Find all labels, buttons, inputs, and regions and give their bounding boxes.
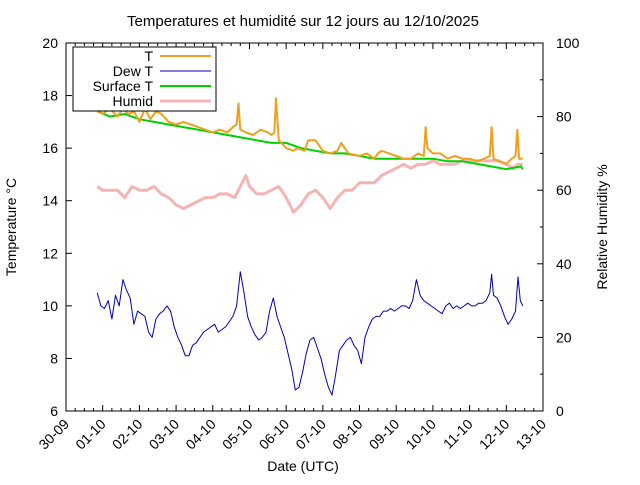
y-tick-label: 6 (50, 403, 58, 419)
x-tick-label: 11-10 (440, 416, 476, 452)
x-tick-label: 30-09 (35, 416, 72, 453)
x-tick-label: 01-10 (72, 416, 109, 453)
y-tick-label: 20 (42, 35, 58, 51)
series-line-dew-t (96, 271, 524, 396)
x-tick-label: 04-10 (182, 416, 219, 453)
y2-tick-label: 100 (556, 35, 580, 51)
legend-label-surface-t: Surface T (93, 78, 154, 94)
series-line-t (96, 97, 523, 165)
y-tick-label: 8 (50, 350, 58, 366)
y-axis-label: Temperature °C (3, 178, 19, 276)
x-tick-label: 12-10 (476, 416, 513, 453)
series-line-humid (96, 159, 523, 214)
y-tick-label: 12 (42, 245, 58, 261)
y2-axis-label: Relative Humidity % (594, 164, 610, 289)
y2-tick-label: 20 (556, 329, 572, 345)
y2-tick-label: 60 (556, 182, 572, 198)
legend-label-dew-t: Dew T (113, 63, 154, 79)
x-tick-label: 05-10 (219, 416, 256, 453)
y-tick-label: 18 (42, 88, 58, 104)
x-tick-label: 03-10 (146, 416, 183, 453)
series-line-surface-t (96, 110, 524, 171)
y-tick-label: 10 (42, 298, 58, 314)
x-axis-label: Date (UTC) (267, 458, 339, 474)
y-tick-label: 14 (42, 193, 58, 209)
y2-tick-label: 0 (556, 403, 564, 419)
x-tick-label: 06-10 (256, 416, 293, 453)
x-tick-label: 08-10 (329, 416, 366, 453)
x-tick-label: 07-10 (292, 416, 329, 453)
x-tick-label: 13-10 (512, 416, 549, 453)
y2-tick-label: 80 (556, 109, 572, 125)
legend-label-humid: Humid (113, 93, 153, 109)
x-tick-label: 10-10 (402, 416, 439, 453)
y-tick-label: 16 (42, 140, 58, 156)
chart-title: Temperatures et humidité sur 12 jours au… (127, 13, 479, 30)
series-layer (96, 97, 524, 396)
x-tick-label: 09-10 (366, 416, 403, 453)
legend-label-t: T (144, 48, 153, 64)
y2-tick-label: 40 (556, 256, 572, 272)
x-tick-label: 02-10 (109, 416, 146, 453)
